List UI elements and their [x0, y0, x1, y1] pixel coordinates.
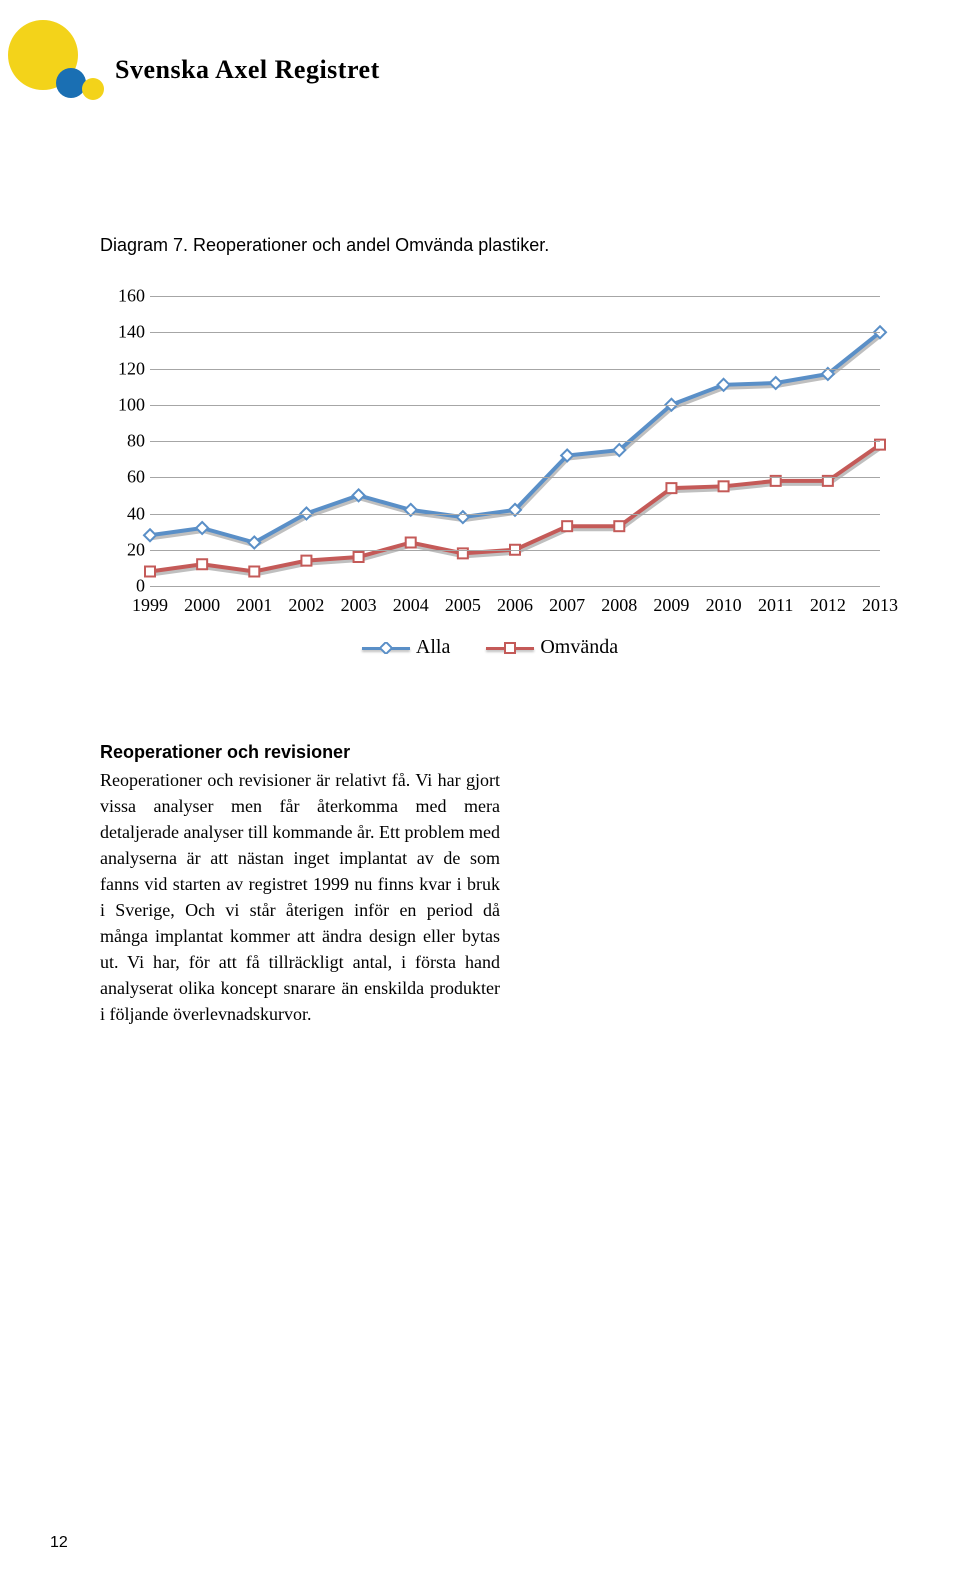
- chart-area: 0204060801001201401601999200020012002200…: [100, 296, 880, 616]
- legend-item: Omvända: [486, 636, 618, 659]
- chart-gridline: [150, 405, 880, 406]
- chart: 0204060801001201401601999200020012002200…: [100, 296, 880, 662]
- chart-marker: [145, 567, 155, 577]
- chart-marker: [301, 556, 311, 566]
- chart-ytick: 40: [100, 503, 145, 524]
- chart-xtick: 2002: [288, 595, 324, 616]
- chart-caption: Diagram 7. Reoperationer och andel Omvän…: [100, 235, 880, 256]
- page-header-title: Svenska Axel Registret: [115, 55, 880, 85]
- legend-label: Alla: [416, 636, 450, 659]
- chart-gridline: [150, 332, 880, 333]
- logo-circle-blue: [56, 68, 86, 98]
- chart-xtick: 2009: [653, 595, 689, 616]
- legend-label: Omvända: [540, 636, 618, 659]
- chart-gridline: [150, 296, 880, 297]
- logo: [8, 20, 98, 110]
- chart-xtick: 1999: [132, 595, 168, 616]
- chart-xtick: 2005: [445, 595, 481, 616]
- chart-marker: [666, 483, 676, 493]
- logo-circle-small: [82, 78, 104, 100]
- chart-gridline: [150, 586, 880, 587]
- chart-gridline: [150, 369, 880, 370]
- chart-gridline: [150, 514, 880, 515]
- section-body: Reoperationer och revisioner är relativt…: [100, 767, 500, 1028]
- chart-marker: [719, 481, 729, 491]
- legend-marker: [486, 640, 534, 656]
- chart-xtick: 2006: [497, 595, 533, 616]
- chart-xtick: 2008: [601, 595, 637, 616]
- chart-gridline: [150, 441, 880, 442]
- chart-ytick: 80: [100, 431, 145, 452]
- chart-xtick: 2003: [341, 595, 377, 616]
- chart-marker: [614, 521, 624, 531]
- chart-xtick: 2010: [706, 595, 742, 616]
- chart-ytick: 160: [100, 286, 145, 307]
- body-section: Reoperationer och revisioner Reoperation…: [100, 742, 500, 1028]
- chart-xtick: 2012: [810, 595, 846, 616]
- chart-ytick: 60: [100, 467, 145, 488]
- chart-xtick: 2004: [393, 595, 429, 616]
- chart-xtick: 2001: [236, 595, 272, 616]
- chart-marker: [197, 559, 207, 569]
- chart-ytick: 120: [100, 358, 145, 379]
- chart-marker: [354, 552, 364, 562]
- legend-item: Alla: [362, 636, 450, 659]
- chart-ytick: 140: [100, 322, 145, 343]
- chart-marker: [562, 521, 572, 531]
- chart-ytick: 100: [100, 394, 145, 415]
- section-heading: Reoperationer och revisioner: [100, 742, 500, 763]
- chart-xtick: 2000: [184, 595, 220, 616]
- chart-gridline: [150, 550, 880, 551]
- legend-marker: [362, 640, 410, 656]
- chart-marker: [406, 538, 416, 548]
- chart-xtick: 2007: [549, 595, 585, 616]
- chart-plot: [150, 296, 880, 586]
- page-number: 12: [50, 1534, 68, 1552]
- chart-ytick: 0: [100, 576, 145, 597]
- chart-xtick: 2011: [758, 595, 793, 616]
- chart-xtick: 2013: [862, 595, 898, 616]
- chart-ytick: 20: [100, 539, 145, 560]
- chart-legend: Alla Omvända: [100, 636, 880, 662]
- chart-gridline: [150, 477, 880, 478]
- chart-marker: [249, 567, 259, 577]
